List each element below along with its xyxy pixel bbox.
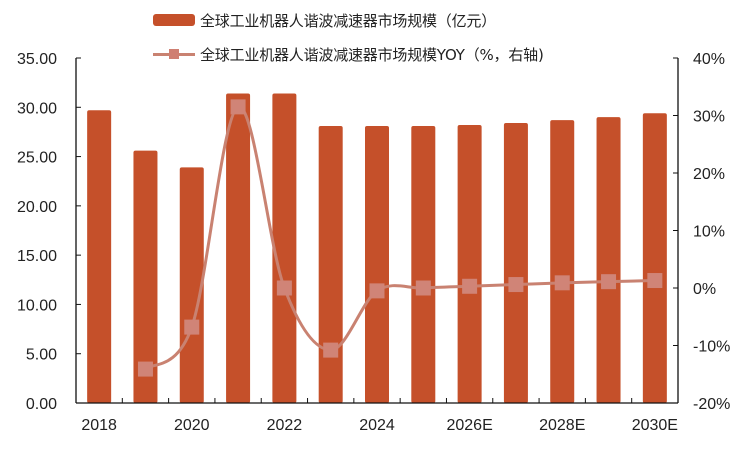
legend-line-marker-icon	[153, 48, 195, 60]
x-tick-label: 2028E	[539, 417, 585, 434]
yoy-marker-square-icon	[554, 275, 570, 291]
right-tick-label: 20%	[693, 166, 725, 183]
yoy-marker-square-icon	[601, 274, 617, 290]
yoy-marker-square-icon	[462, 278, 478, 294]
yoy-marker-square-icon	[508, 277, 524, 293]
bar-2026E	[457, 125, 482, 404]
bar-2028E	[550, 120, 575, 403]
yoy-marker-square-icon	[647, 273, 663, 289]
bar-2018	[87, 110, 112, 403]
bar-2021	[226, 93, 251, 403]
bar-2029E	[596, 117, 621, 404]
left-tick-label: 15.00	[17, 248, 57, 265]
bar-2019	[133, 150, 158, 403]
left-tick-label: 0.00	[26, 396, 57, 413]
left-tick-label: 35.00	[17, 51, 57, 68]
yoy-marker-square-icon	[323, 342, 339, 358]
yoy-line	[144, 105, 655, 371]
x-tick-label: 2020	[174, 417, 210, 434]
bar-2020	[179, 167, 204, 403]
left-tick-label: 20.00	[17, 199, 57, 216]
yoy-marker-square-icon	[369, 283, 385, 299]
axes	[75, 57, 679, 404]
legend-bar-swatch-icon	[153, 14, 195, 26]
right-tick-label: 0%	[693, 281, 716, 298]
bar-2027E	[503, 123, 528, 404]
left-tick-label: 30.00	[17, 100, 57, 117]
x-tick-label: 2024	[359, 417, 395, 434]
left-tick-label: 10.00	[17, 297, 57, 314]
x-tick-label: 2030E	[632, 417, 678, 434]
legend-item-bar: 全球工业机器人谐波减速器市场规模（亿元）	[153, 8, 496, 32]
yoy-marker-square-icon	[184, 319, 200, 335]
right-tick-label: 10%	[693, 224, 725, 241]
right-tick-label: 40%	[693, 51, 725, 68]
legend-label-line: 全球工业机器人谐波减速器市场规模YOY（%，右轴)	[200, 45, 544, 64]
yoy-marker-square-icon	[230, 99, 246, 115]
bar-2024	[365, 126, 389, 403]
left-tick-label: 5.00	[26, 347, 57, 364]
yoy-marker-square-icon	[137, 361, 153, 377]
x-tick-label: 2022	[267, 417, 303, 434]
right-tick-label: -10%	[693, 339, 730, 356]
yoy-marker-square-icon	[276, 280, 292, 296]
bar-2025E	[411, 126, 436, 403]
right-tick-label: -20%	[693, 396, 730, 413]
bar-2023	[318, 126, 343, 403]
left-tick-label: 25.00	[17, 150, 57, 167]
axis-labels: 0.00 5.00 10.00 15.00 20.00 25.00 30.00 35.00 -2…	[17, 51, 730, 434]
yoy-marker-square-icon	[415, 280, 431, 296]
right-tick-label: 30%	[693, 109, 725, 126]
line-series	[137, 99, 663, 377]
bar-2022	[272, 93, 297, 403]
bar-series	[87, 93, 667, 404]
x-tick-label: 2018	[81, 417, 117, 434]
legend-label-bar: 全球工业机器人谐波减速器市场规模（亿元）	[200, 11, 497, 30]
bar-2030E	[642, 113, 667, 403]
legend-item-line: 全球工业机器人谐波减速器市场规模YOY（%，右轴)	[153, 42, 544, 66]
x-tick-label: 2026E	[446, 417, 492, 434]
